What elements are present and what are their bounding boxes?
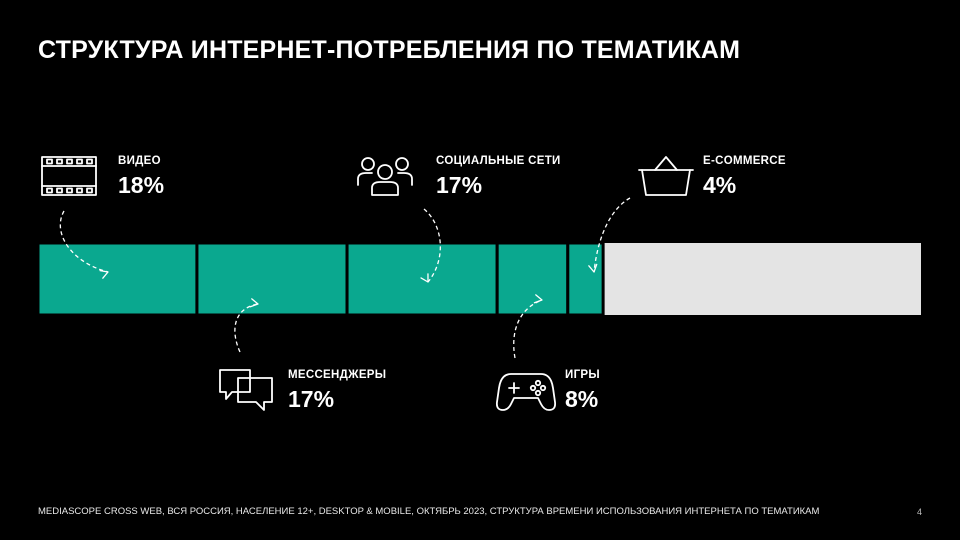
source-footnote: MEDIASCOPE CROSS WEB, ВСЯ РОССИЯ, НАСЕЛЕ… (38, 506, 820, 517)
arrow-2 (234, 303, 259, 353)
arrow-3 (423, 208, 441, 283)
page-number: 4 (917, 507, 923, 517)
film-strip-icon (41, 156, 97, 196)
category-value-1: 18% (118, 172, 164, 198)
people-group-icon (357, 157, 413, 196)
bar-segment-5 (566, 241, 605, 317)
category-label-4: ИГРЫ (565, 369, 600, 381)
arrow-5 (593, 197, 631, 273)
category-value-5: 4% (703, 172, 736, 198)
arrowhead-1 (99, 269, 109, 279)
arrow-1 (59, 210, 109, 273)
arrowhead-3 (420, 273, 429, 283)
category-label-3: СОЦИАЛЬНЫЕ СЕТИ (436, 155, 561, 167)
chat-bubbles-icon (219, 369, 273, 411)
bar-segment-2 (195, 241, 349, 317)
category-label-2: МЕССЕНДЖЕРЫ (288, 369, 386, 381)
gamepad-icon (495, 373, 557, 411)
page-title: СТРУКТУРА ИНТЕРНЕТ-ПОТРЕБЛЕНИЯ ПО ТЕМАТИ… (38, 36, 741, 64)
category-value-3: 17% (436, 172, 482, 198)
category-label-1: ВИДЕО (118, 155, 161, 167)
bar-segment-1 (36, 241, 199, 317)
arrowhead-4 (533, 294, 543, 304)
bar-segment-3 (345, 241, 499, 317)
shopping-basket-icon (638, 156, 694, 196)
arrowhead-5 (588, 263, 598, 273)
category-value-2: 17% (288, 386, 334, 412)
arrowhead-2 (249, 298, 259, 308)
category-label-5: E-COMMERCE (703, 155, 786, 167)
category-value-4: 8% (565, 386, 598, 412)
